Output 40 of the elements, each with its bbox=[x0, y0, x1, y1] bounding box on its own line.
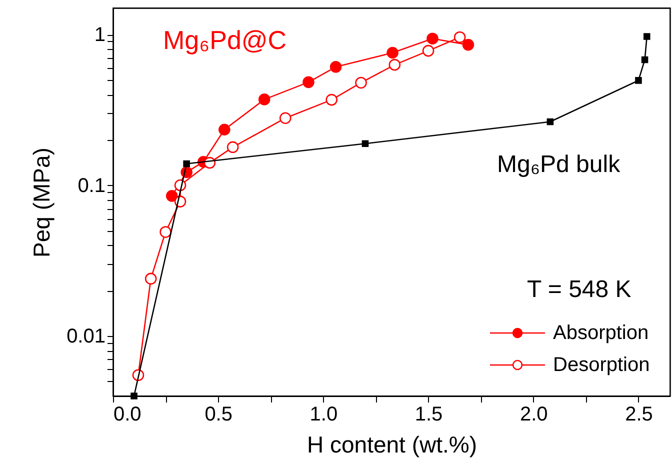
point bbox=[426, 32, 438, 44]
point bbox=[218, 124, 230, 136]
x-tick-label: 2.5 bbox=[625, 404, 653, 426]
x-tick-label: 0.5 bbox=[204, 404, 232, 426]
point bbox=[326, 94, 338, 106]
point bbox=[130, 392, 138, 400]
y-tick-label: 0.01 bbox=[66, 326, 106, 348]
legend-label: Desorption bbox=[553, 354, 650, 376]
point bbox=[546, 118, 554, 126]
annotation: Mg₆Pd bulk bbox=[497, 151, 622, 178]
point bbox=[355, 76, 367, 89]
point bbox=[462, 38, 474, 51]
point bbox=[330, 61, 342, 73]
y-tick-label: 1 bbox=[94, 24, 106, 46]
point bbox=[641, 56, 648, 64]
y-axis-title: Peq (MPa) bbox=[28, 148, 55, 258]
point bbox=[160, 226, 172, 238]
point bbox=[166, 190, 178, 202]
legend-label: Absorption bbox=[553, 322, 649, 344]
point bbox=[258, 94, 270, 106]
point bbox=[279, 112, 292, 124]
annotation: Mg₆Pd@C bbox=[163, 25, 287, 55]
point bbox=[454, 31, 466, 44]
point bbox=[302, 76, 314, 88]
x-tick-label: 2.0 bbox=[520, 404, 548, 426]
point bbox=[386, 46, 398, 59]
point bbox=[362, 140, 369, 147]
x-tick-label: 0.0 bbox=[114, 404, 142, 426]
point bbox=[422, 44, 434, 57]
y-tick-label: 0.1 bbox=[78, 174, 106, 197]
x-axis-title: H content (wt.%) bbox=[307, 432, 477, 458]
point bbox=[643, 33, 650, 40]
annotation: T = 548 K bbox=[527, 276, 632, 303]
point bbox=[183, 160, 190, 168]
x-tick-label: 1.5 bbox=[414, 404, 443, 426]
point bbox=[635, 77, 642, 84]
x-tick-label: 1.0 bbox=[310, 404, 338, 426]
point bbox=[144, 272, 157, 285]
point bbox=[226, 141, 239, 154]
point bbox=[388, 58, 401, 71]
